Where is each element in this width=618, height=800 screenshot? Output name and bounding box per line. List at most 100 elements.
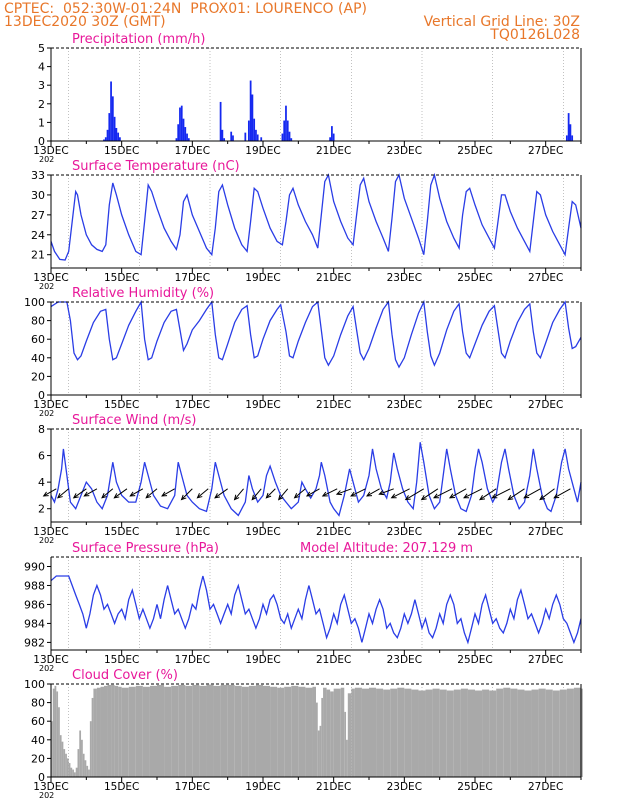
- wind-vector: [266, 488, 276, 499]
- x-tick-label: 13DEC: [33, 654, 68, 666]
- precip-bar: [104, 137, 107, 141]
- wind-vector-head: [553, 493, 560, 499]
- precip-bar: [115, 127, 118, 141]
- wind-vector-head: [390, 493, 397, 499]
- panel-title: Surface Temperature (nC): [72, 159, 240, 174]
- cloud-cover-bar: [88, 769, 90, 777]
- precip-bar: [119, 137, 121, 141]
- cloud-cover-bar: [581, 688, 583, 777]
- x-tick-label: 25DEC: [457, 399, 492, 411]
- wind-vector-head: [129, 491, 136, 497]
- wind-vector: [181, 488, 193, 500]
- wind-vector-head: [277, 494, 284, 501]
- cloud-cover-bar: [135, 685, 143, 777]
- cloud-cover-bar: [59, 735, 62, 777]
- cloud-cover-bar: [248, 685, 256, 777]
- precip-bar: [179, 107, 181, 141]
- precip-bar: [260, 137, 263, 141]
- x-tick-label: 17DEC: [175, 781, 210, 793]
- x-tick-label: 19DEC: [245, 145, 280, 157]
- cloud-cover-bar: [411, 689, 419, 777]
- wind-vector-head: [83, 491, 90, 497]
- cloud-cover-bar: [467, 689, 475, 777]
- x-tick-label: 15DEC: [104, 399, 139, 411]
- x-tick-label: 23DEC: [387, 526, 422, 538]
- precip-bar: [288, 131, 291, 141]
- series-line: [50, 299, 582, 369]
- x-tick-label: 19DEC: [245, 526, 280, 538]
- cloud-cover-bar: [72, 769, 74, 777]
- wind-vector: [391, 488, 410, 499]
- x-tick-label: 15DEC: [104, 145, 139, 157]
- cloud-cover-bar: [66, 758, 69, 777]
- wind-vector-head: [491, 493, 498, 499]
- x-tick-label: 21DEC: [316, 145, 351, 157]
- y-tick-label: 40: [31, 352, 45, 365]
- y-tick-label: 33: [31, 169, 45, 182]
- precip-bar: [290, 138, 293, 141]
- y-tick-label: 2: [38, 503, 45, 516]
- cloud-cover-bar: [317, 730, 320, 777]
- x-tick-label: 25DEC: [457, 654, 492, 666]
- y-tick-label: 990: [24, 560, 45, 573]
- cloud-cover-bar: [432, 688, 440, 777]
- series-line: [50, 575, 582, 645]
- cloud-cover-bar: [496, 688, 504, 777]
- cloud-cover-bar: [75, 767, 78, 777]
- wind-vector-head: [214, 493, 221, 499]
- y-tick-label: 100: [24, 678, 45, 691]
- wind-vector: [57, 488, 69, 499]
- x-tick-label: 27DEC: [528, 145, 563, 157]
- cloud-cover-bar: [344, 711, 347, 777]
- cloud-cover-bar: [77, 749, 80, 777]
- cloud-cover-bar: [510, 688, 518, 777]
- cloud-cover-bar: [206, 684, 214, 777]
- cloud-cover-bar: [531, 689, 539, 777]
- panel-title: Relative Humidity (%): [72, 286, 214, 301]
- y-tick-label: 80: [31, 697, 45, 710]
- cloud-cover-bar: [86, 765, 89, 777]
- wind-vector-head: [420, 495, 427, 501]
- wind-vector-head: [305, 491, 312, 497]
- cloud-cover-bar: [227, 684, 235, 777]
- y-tick-label: 0: [38, 771, 45, 784]
- cloud-cover-bar: [54, 685, 57, 777]
- wind-vector: [507, 488, 525, 501]
- cloud-cover-bar: [118, 686, 122, 777]
- wind-vector: [145, 488, 158, 499]
- precip-bar: [219, 101, 222, 141]
- wind-vector-head: [378, 490, 385, 496]
- wind-vector: [433, 488, 453, 499]
- precip-bar: [184, 127, 187, 141]
- x-tick-label: 15DEC: [104, 272, 139, 284]
- series-line: [50, 442, 582, 517]
- cloud-cover-bar: [319, 725, 322, 777]
- cloud-cover-bar: [61, 741, 64, 777]
- x-tick-label: 17DEC: [175, 399, 210, 411]
- model-altitude: Model Altitude: 207.129 m: [300, 541, 473, 556]
- year-label: 202: [39, 791, 54, 800]
- cloud-cover-bar: [91, 697, 94, 777]
- precip-bar: [332, 133, 335, 141]
- wind-vector: [449, 488, 467, 499]
- cloud-cover-bar: [340, 687, 345, 777]
- precip-bar: [177, 124, 180, 141]
- precip-bar: [247, 120, 250, 141]
- cloud-cover-bar: [277, 687, 285, 777]
- wind-vector: [379, 488, 394, 495]
- x-tick-label: 27DEC: [528, 272, 563, 284]
- cloud-cover-bar: [199, 685, 207, 777]
- wind-vector: [479, 488, 497, 501]
- cloud-cover-bar: [192, 684, 200, 777]
- cloud-cover-bar: [82, 753, 85, 777]
- cloud-cover-bar: [270, 686, 278, 777]
- y-tick-label: 5: [38, 42, 45, 55]
- wind-vector-head: [404, 495, 411, 501]
- cloud-cover-bar: [369, 687, 377, 777]
- wind-vector: [553, 488, 571, 499]
- precip-bar: [571, 135, 574, 141]
- x-tick-label: 25DEC: [457, 526, 492, 538]
- wind-vector: [405, 488, 425, 501]
- x-tick-label: 23DEC: [387, 654, 422, 666]
